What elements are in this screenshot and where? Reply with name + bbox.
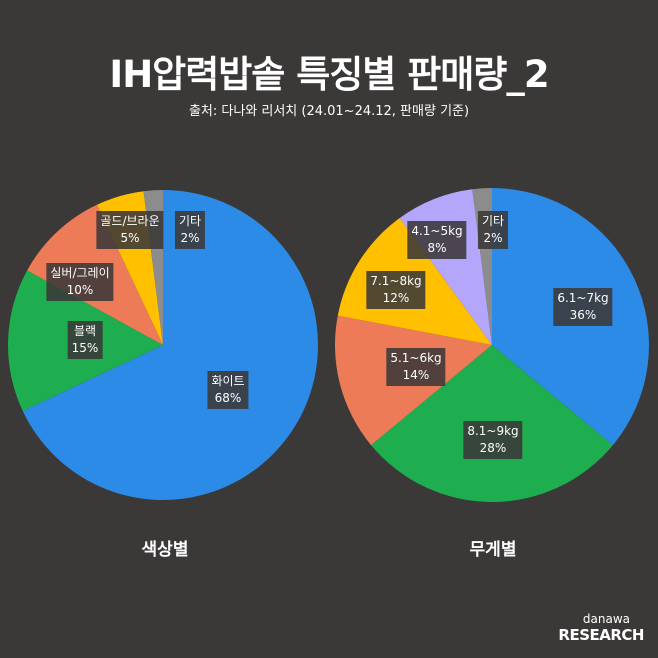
slice-percent: 28% <box>479 441 507 455</box>
slice-label: 골드/브라운 <box>100 214 160 228</box>
slice-label: 블랙 <box>73 324 97 338</box>
slice-data-label: 5.1~6kg 14% <box>386 348 446 386</box>
slice-data-label: 8.1~9kg 28% <box>463 421 523 459</box>
slice-data-label: 골드/브라운 5% <box>96 211 164 249</box>
slice-percent: 14% <box>402 368 430 382</box>
chart-title-weight: 무게별 <box>469 540 517 560</box>
slice-percent: 10% <box>66 283 94 297</box>
pie-slice <box>22 190 319 500</box>
slice-percent: 15% <box>71 341 99 355</box>
chart-title-color: 색상별 <box>141 540 189 560</box>
slice-label: 기타 <box>481 214 505 228</box>
slice-label: 실버/그레이 <box>50 266 110 280</box>
slice-data-label: 실버/그레이 10% <box>46 263 114 301</box>
slice-percent: 36% <box>569 308 597 322</box>
slice-data-label: 4.1~5kg 8% <box>407 221 467 259</box>
slice-label: 6.1~7kg <box>557 291 609 305</box>
slice-data-label: 기타 2% <box>477 211 509 249</box>
slice-data-label: 블랙 15% <box>67 321 103 359</box>
danawa-research-logo: danawa RESEARCH <box>558 612 644 644</box>
slice-data-label: 6.1~7kg 36% <box>553 288 613 326</box>
source-note: 출처: 다나와 리서치 (24.01~24.12, 판매량 기준) <box>188 104 470 119</box>
slice-label: 기타 <box>178 214 202 228</box>
slice-percent: 5% <box>120 231 140 245</box>
slice-percent: 8% <box>427 241 447 255</box>
slice-label: 화이트 <box>211 374 245 388</box>
slice-percent: 68% <box>214 391 242 405</box>
slice-percent: 2% <box>483 231 503 245</box>
slice-data-label: 7.1~8kg 12% <box>366 271 426 309</box>
slice-label: 7.1~8kg <box>370 274 422 288</box>
slice-percent: 2% <box>180 231 200 245</box>
slice-label: 8.1~9kg <box>467 424 519 438</box>
slice-label: 4.1~5kg <box>411 224 463 238</box>
slice-data-label: 기타 2% <box>174 211 206 249</box>
page-title: IH압력밥솥 특징별 판매량_2 <box>109 53 549 96</box>
slice-data-label: 화이트 68% <box>207 371 249 409</box>
slice-percent: 12% <box>382 291 410 305</box>
slice-label: 5.1~6kg <box>390 351 442 365</box>
